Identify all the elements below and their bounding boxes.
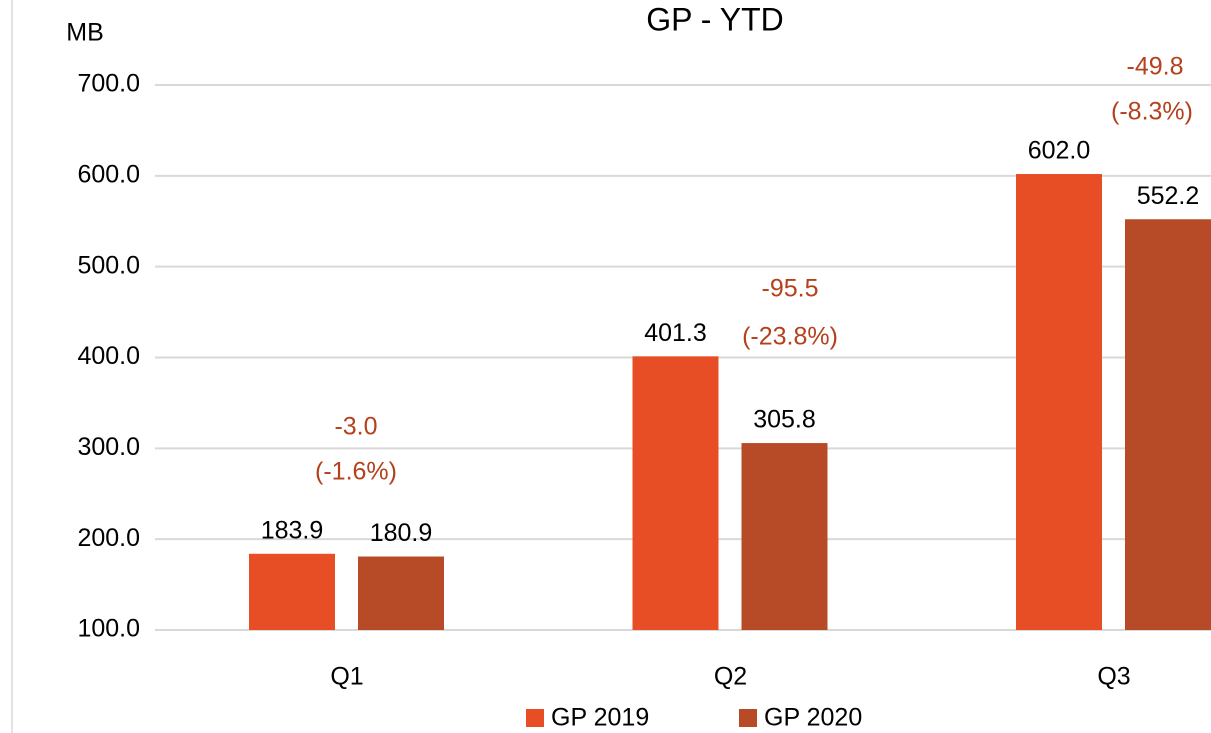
y-axis-label: MB — [66, 19, 104, 47]
y-tick-label: 400.0 — [77, 342, 140, 370]
annotation: -3.0 — [334, 413, 377, 441]
bar — [632, 356, 719, 630]
data-label: 552.2 — [1137, 182, 1200, 210]
annotation: (-8.3%) — [1111, 98, 1193, 126]
bar — [741, 443, 828, 630]
chart-title: GP - YTD — [646, 1, 784, 37]
annotation: (-23.8%) — [742, 323, 838, 351]
y-tick-label: 300.0 — [77, 433, 140, 461]
bar — [1016, 174, 1102, 630]
annotation: (-1.6%) — [315, 458, 397, 486]
bar — [358, 556, 444, 630]
bar — [1125, 219, 1211, 631]
y-tick-label: 500.0 — [77, 251, 140, 279]
data-label: 183.9 — [261, 516, 324, 544]
legend-label: GP 2020 — [764, 704, 862, 732]
y-tick-label: 700.0 — [77, 70, 140, 98]
x-tick-label: Q1 — [330, 663, 363, 691]
y-tick-label: 600.0 — [77, 160, 140, 188]
data-label: 602.0 — [1028, 137, 1091, 165]
legend-label: GP 2019 — [551, 704, 649, 732]
data-label: 180.9 — [370, 519, 433, 547]
annotation: -95.5 — [762, 275, 819, 303]
y-tick-label: 100.0 — [77, 615, 140, 643]
x-tick-label: Q3 — [1097, 663, 1130, 691]
data-label: 305.8 — [753, 406, 816, 434]
legend-swatch — [739, 709, 757, 727]
y-tick-label: 200.0 — [77, 524, 140, 552]
x-tick-label: Q2 — [714, 663, 747, 691]
annotation: -49.8 — [1127, 53, 1184, 81]
data-label: 401.3 — [644, 319, 707, 347]
bar — [249, 553, 335, 630]
legend-swatch — [526, 709, 544, 727]
